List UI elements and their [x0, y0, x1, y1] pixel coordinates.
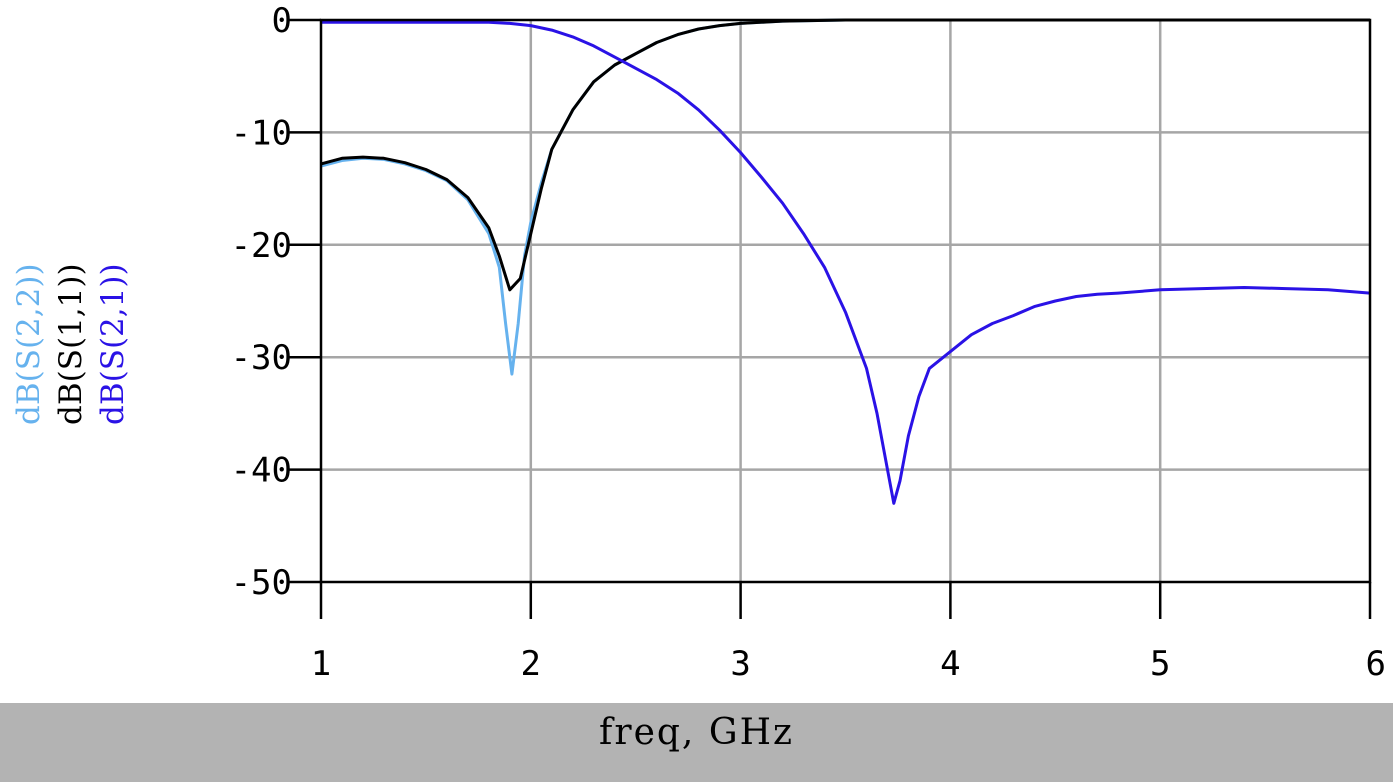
y-axis-labels: dB(S(2,2)) dB(S(1,1)) dB(S(2,1))	[8, 0, 178, 425]
y-tick-label: -10	[231, 113, 292, 153]
chart: 0 -10 -20 -30 -40 -50 1 2 3 4 5 6	[231, 1, 1386, 684]
y-tick-label: -40	[231, 451, 292, 491]
y-tick-labels: 0 -10 -20 -30 -40 -50	[231, 1, 292, 603]
tick-marks	[289, 18, 1372, 619]
series-layer	[320, 18, 1371, 505]
y-tick-label: 0	[272, 1, 292, 41]
x-tick-label: 2	[521, 644, 541, 684]
x-tick-labels: 1 2 3 4 5 6	[311, 644, 1386, 684]
x-axis-label: freq, GHz	[599, 712, 794, 753]
x-tick-label: 5	[1150, 644, 1170, 684]
y-tick-label: -50	[231, 563, 292, 603]
y-tick-label: -30	[231, 338, 292, 378]
series-line-1	[320, 18, 1370, 292]
series-line-2	[321, 20, 1371, 505]
plot-frame	[319, 18, 1372, 584]
grid-lines	[321, 20, 1370, 582]
y-label-s22: dB(S(2,2))	[11, 263, 47, 425]
x-tick-label: 6	[1366, 644, 1386, 684]
y-label-s11: dB(S(1,1))	[53, 263, 89, 425]
y-label-s21: dB(S(2,1))	[95, 263, 131, 425]
x-tick-label: 4	[940, 644, 960, 684]
series-line-0	[320, 18, 1370, 376]
x-tick-label: 1	[311, 644, 331, 684]
x-axis-label-bar	[0, 703, 1393, 782]
x-tick-label: 3	[730, 644, 750, 684]
y-tick-label: -20	[231, 226, 292, 266]
